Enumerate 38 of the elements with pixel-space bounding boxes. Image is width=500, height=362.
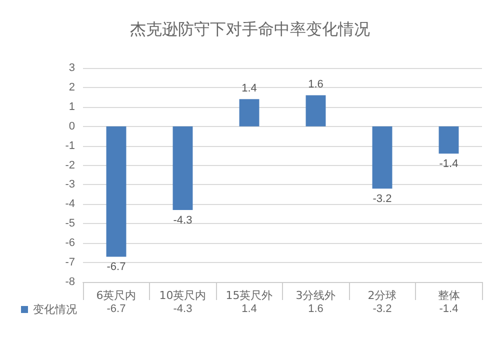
y-tick-label: 2 [68,81,75,94]
data-label: -4.3 [173,303,192,315]
x-tick-label: 15英尺外 [226,289,273,302]
annotation: -4.3 [173,214,192,227]
y-tick-label: 3 [68,62,75,74]
y-tick-label: 0 [68,120,75,132]
annotation: -6.7 [106,261,126,274]
bar [372,126,392,189]
y-tick-label: -4 [65,198,75,210]
legend-label: 变化情况 [33,303,77,316]
annotation: 1.4 [242,82,257,95]
y-tick-label: -2 [65,159,75,172]
bar [438,126,459,154]
x-tick-label: 2分球 [368,289,397,302]
y-tick-label: -6 [65,237,75,250]
data-label: 1.6 [308,303,324,315]
annotation: -3.2 [372,193,392,206]
annotation: -1.4 [439,158,458,170]
x-tick-label: 6英尺内 [96,289,136,302]
y-tick-label: -5 [65,218,75,230]
bar [306,95,326,126]
y-tick-label: -1 [65,140,75,152]
bar [106,126,126,257]
data-label: -3.2 [372,303,392,315]
data-label: -6.7 [106,303,126,315]
y-tick-label: -7 [65,256,75,269]
y-tick-label: -8 [65,276,75,288]
y-tick-label: 1 [68,100,75,113]
x-tick-label: 整体 [438,289,460,302]
annotation: 1.6 [308,78,324,91]
bar [239,99,260,126]
chart-title: 杰克逊防守下对手命中率变化情况 [130,20,370,38]
y-tick-label: -3 [65,178,75,191]
x-tick-label: 10英尺内 [159,289,206,302]
x-tick-label: 3分线外 [296,289,336,302]
bar [172,126,193,210]
data-label: -1.4 [439,303,458,315]
data-label: 1.4 [242,303,257,315]
